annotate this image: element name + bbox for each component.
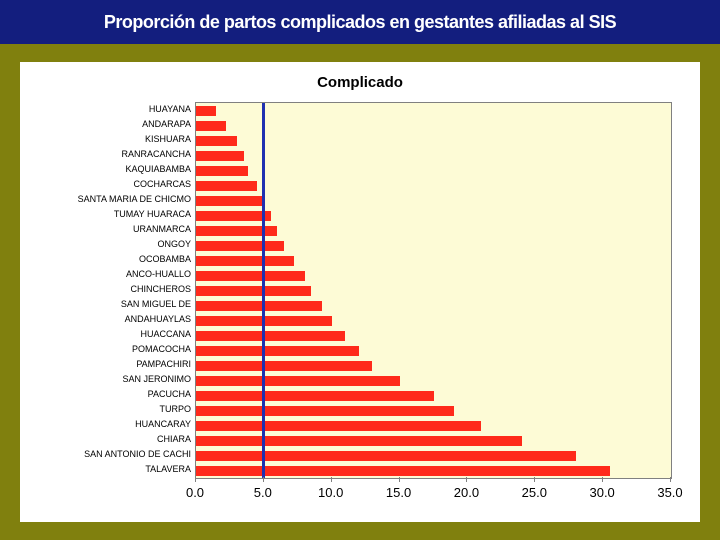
y-axis-category: SAN ANTONIO DE CACHI [84, 450, 191, 459]
x-axis-label: 30.0 [589, 485, 614, 500]
chart-bar [196, 346, 359, 356]
y-axis-category: COCHARCAS [133, 180, 191, 189]
x-axis-tick [466, 477, 467, 482]
chart-bar [196, 271, 305, 281]
chart-bar [196, 331, 345, 341]
y-axis-category: CHINCHEROS [130, 285, 191, 294]
y-axis-category: SAN MIGUEL DE [121, 300, 191, 309]
x-axis-tick [602, 477, 603, 482]
y-axis-category: KAQUIABAMBA [125, 165, 191, 174]
y-axis-category: HUAYANA [149, 105, 191, 114]
chart-container: Complicado HUAYANA ANDARAPA KISHUARA RANRAC… [20, 62, 700, 522]
y-axis-category: SAN JERONIMO [122, 375, 191, 384]
y-axis-category: URANMARCA [133, 225, 191, 234]
y-axis-category: POMACOCHA [132, 345, 191, 354]
chart-bar [196, 256, 294, 266]
y-axis-category: PACUCHA [148, 390, 191, 399]
y-axis-category: ANCO-HUALLO [126, 270, 191, 279]
y-axis-category: ANDARAPA [142, 120, 191, 129]
y-axis-category: PAMPACHIRI [136, 360, 191, 369]
x-axis-label: 35.0 [657, 485, 682, 500]
chart-bar [196, 466, 610, 476]
y-axis-category: TURPO [160, 405, 192, 414]
chart-bar [196, 436, 522, 446]
page-title: Proporción de partos complicados en gest… [104, 12, 616, 33]
chart-bar [196, 121, 226, 131]
y-axis-category: HUACCANA [140, 330, 191, 339]
y-axis-category: RANRACANCHA [121, 150, 191, 159]
y-axis-category: TUMAY HUARACA [114, 210, 191, 219]
y-axis-category: ANDAHUAYLAS [125, 315, 191, 324]
chart-bar [196, 361, 372, 371]
chart-bar [196, 196, 264, 206]
chart-bar [196, 211, 271, 221]
plot-area [195, 102, 672, 479]
y-axis-category: ONGOY [157, 240, 191, 249]
reference-line [262, 103, 265, 478]
chart-bar [196, 106, 216, 116]
x-axis-tick [399, 477, 400, 482]
x-axis-label: 0.0 [186, 485, 204, 500]
chart-bar [196, 376, 400, 386]
chart-bar [196, 301, 322, 311]
y-axis-category: CHIARA [157, 435, 191, 444]
x-axis-tick [331, 477, 332, 482]
x-axis-label: 15.0 [386, 485, 411, 500]
x-axis-label: 10.0 [318, 485, 343, 500]
y-axis-category: KISHUARA [145, 135, 191, 144]
chart-bar [196, 136, 237, 146]
chart-bar [196, 241, 284, 251]
y-axis-category: OCOBAMBA [139, 255, 191, 264]
x-axis-tick [670, 477, 671, 482]
y-axis-category: SANTA MARIA DE CHICMO [78, 195, 191, 204]
chart-bar [196, 406, 454, 416]
chart-title: Complicado [20, 74, 700, 91]
chart-bar [196, 391, 434, 401]
chart-bar [196, 181, 257, 191]
x-axis-tick [195, 477, 196, 482]
chart-bar [196, 151, 244, 161]
chart-bar [196, 286, 311, 296]
chart-bar [196, 421, 481, 431]
y-axis-category: TALAVERA [145, 465, 191, 474]
page-header: Proporción de partos complicados en gest… [0, 0, 720, 44]
x-axis-label: 5.0 [254, 485, 272, 500]
y-axis-category: HUANCARAY [135, 420, 191, 429]
chart-bar [196, 451, 576, 461]
x-axis-tick [534, 477, 535, 482]
x-axis-label: 20.0 [454, 485, 479, 500]
chart-bar [196, 166, 248, 176]
x-axis-label: 25.0 [522, 485, 547, 500]
x-axis-tick [263, 477, 264, 482]
content-band: Complicado HUAYANA ANDARAPA KISHUARA RANRAC… [0, 44, 720, 540]
